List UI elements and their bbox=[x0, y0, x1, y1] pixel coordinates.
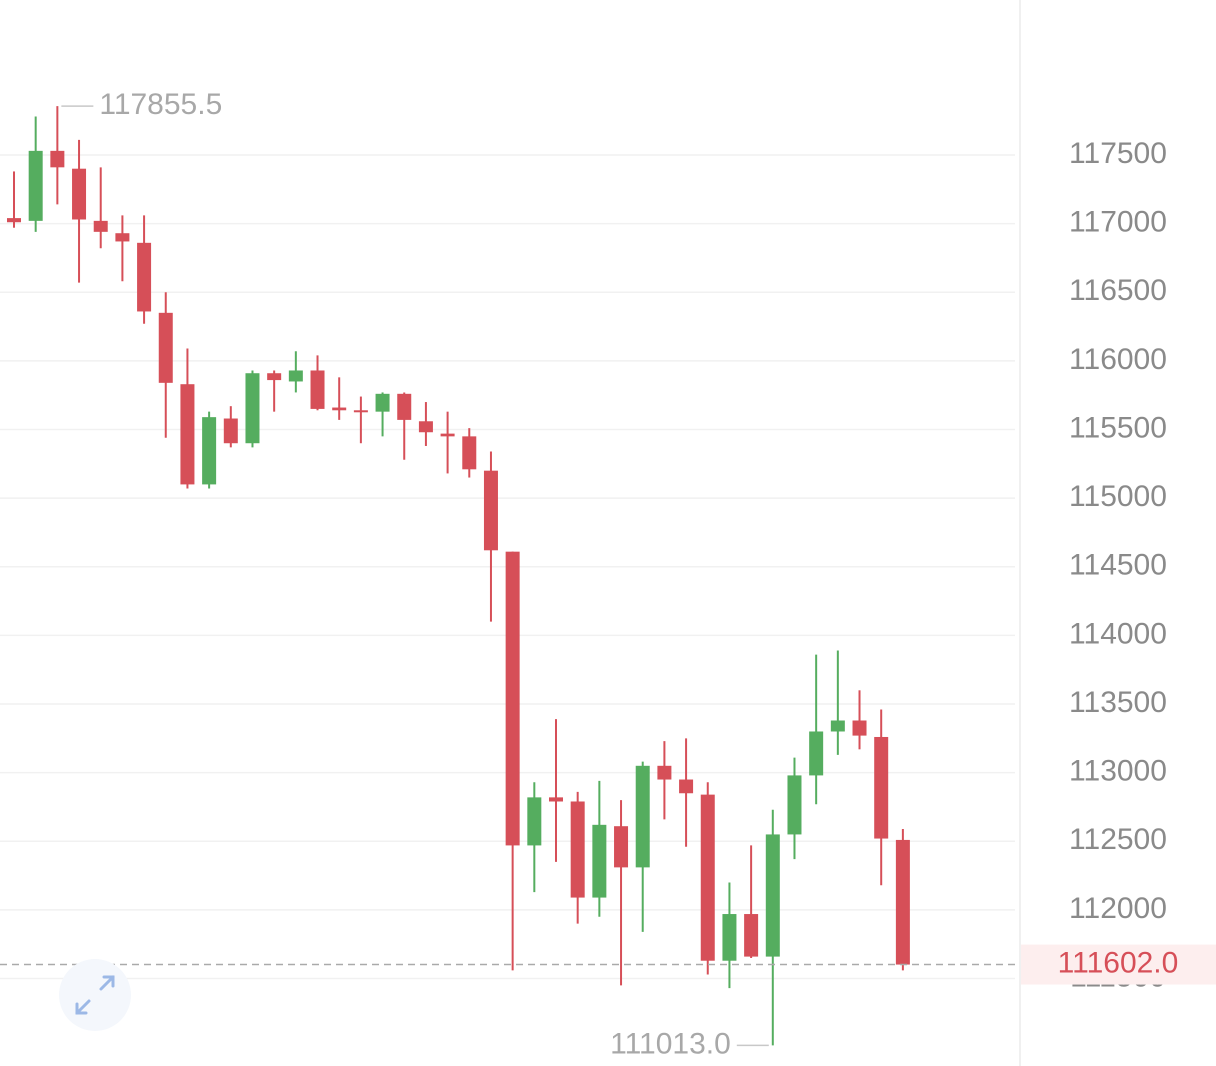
y-tick-label: 117000 bbox=[1069, 206, 1167, 239]
candle-body bbox=[180, 384, 195, 485]
candle-body bbox=[462, 436, 477, 470]
candle-body bbox=[418, 421, 433, 433]
candle-body bbox=[549, 797, 563, 802]
y-tick-label: 115000 bbox=[1069, 480, 1167, 513]
annotation-label: 117855.5 bbox=[99, 88, 222, 121]
y-tick-label: 112500 bbox=[1069, 823, 1167, 856]
last-price-label: 111602.0 bbox=[1058, 946, 1179, 979]
y-tick-label: 113000 bbox=[1069, 755, 1167, 788]
candle-body bbox=[93, 220, 108, 232]
candle-body bbox=[158, 312, 173, 383]
y-tick-label: 116000 bbox=[1069, 343, 1167, 376]
candle-body bbox=[72, 168, 87, 220]
candle-body bbox=[440, 433, 455, 437]
candle-body bbox=[267, 373, 282, 381]
candle-body bbox=[570, 801, 585, 898]
y-tick-label: 115500 bbox=[1069, 411, 1167, 444]
expand-icon[interactable] bbox=[75, 975, 115, 1015]
candle-body bbox=[635, 765, 650, 868]
candle-body bbox=[137, 242, 152, 312]
candle-body bbox=[657, 765, 672, 780]
candle-body bbox=[874, 736, 889, 839]
candle-body bbox=[505, 551, 520, 846]
candle-body bbox=[614, 826, 629, 868]
candle-body bbox=[50, 150, 65, 168]
candle-body bbox=[223, 418, 238, 444]
candle-body bbox=[744, 914, 759, 957]
candle-body bbox=[397, 393, 412, 420]
y-tick-label: 114000 bbox=[1069, 617, 1167, 650]
candle-body bbox=[28, 150, 43, 221]
candle-body bbox=[787, 775, 802, 835]
candle-body bbox=[483, 470, 498, 551]
candle-body bbox=[527, 797, 542, 846]
candle-body bbox=[332, 407, 347, 411]
y-tick-label: 113500 bbox=[1069, 686, 1167, 719]
candle-body bbox=[592, 824, 607, 898]
y-tick-label: 116500 bbox=[1069, 274, 1167, 307]
candle-body bbox=[353, 410, 368, 413]
expand-button[interactable] bbox=[59, 959, 131, 1031]
y-tick-label: 117500 bbox=[1069, 137, 1167, 170]
candle-body bbox=[765, 834, 780, 957]
candle-body bbox=[895, 839, 910, 965]
candle-body bbox=[852, 720, 867, 736]
candle-body bbox=[679, 779, 694, 794]
candle-body bbox=[830, 720, 845, 732]
y-tick-label: 114500 bbox=[1069, 549, 1167, 582]
candle-body bbox=[245, 373, 260, 444]
candle-body bbox=[700, 794, 715, 961]
candle-body bbox=[288, 370, 303, 382]
candle-body bbox=[722, 914, 737, 961]
plot bbox=[7, 106, 910, 1046]
candle-body bbox=[202, 417, 217, 485]
y-tick-label: 112000 bbox=[1069, 892, 1167, 925]
expand-bg[interactable] bbox=[59, 959, 131, 1031]
annotation-label: 111013.0 bbox=[610, 1027, 731, 1060]
candle-body bbox=[115, 233, 130, 242]
overlay: 117855.5 111013.0 111602.0 bbox=[0, 88, 1216, 1060]
candle-body bbox=[310, 370, 325, 409]
candle-body bbox=[375, 393, 390, 412]
candle-body bbox=[7, 218, 21, 223]
last-price-tag bbox=[1021, 944, 1216, 985]
candle-body bbox=[809, 731, 824, 776]
